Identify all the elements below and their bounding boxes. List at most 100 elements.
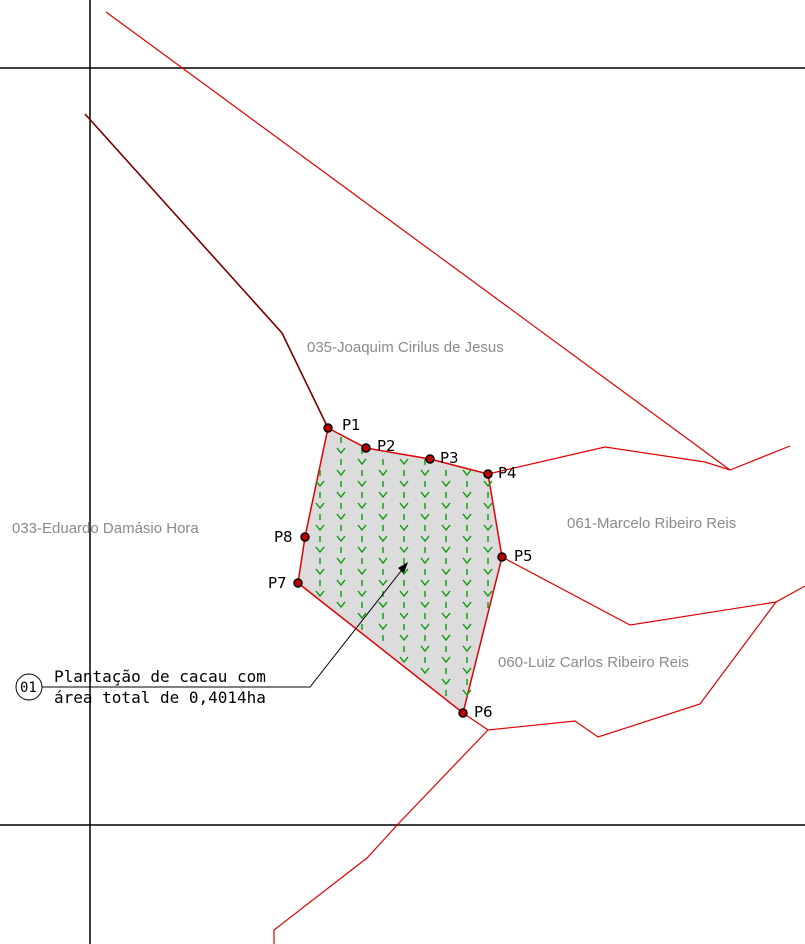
crop-symbol-v <box>336 601 346 609</box>
crop-symbol-v <box>420 491 430 499</box>
crop-symbol-v <box>378 557 388 565</box>
crop-symbol-v <box>420 469 430 477</box>
crop-symbol-v <box>462 645 472 653</box>
crop-symbol-v <box>441 634 451 642</box>
vertex-p8[interactable] <box>300 532 310 542</box>
crop-symbol-v <box>336 579 346 587</box>
owner-label-marcelo: 061-Marcelo Ribeiro Reis <box>567 515 736 532</box>
vertex-label-p1: P1 <box>342 416 361 434</box>
crop-symbol-v <box>336 447 346 455</box>
crop-symbol-v <box>441 656 451 664</box>
crop-symbol-v <box>483 568 493 576</box>
crop-symbol-v <box>336 535 346 543</box>
crop-symbol-v <box>399 480 409 488</box>
crop-symbol-v <box>441 502 451 510</box>
callout-arrowhead <box>398 562 408 573</box>
crop-symbol-v <box>357 480 367 488</box>
crop-symbol-v <box>399 612 409 620</box>
crop-symbol-v <box>483 546 493 554</box>
crop-symbol-v <box>483 524 493 532</box>
crop-symbol-v <box>357 458 367 466</box>
owner-label-joaquim: 035-Joaquim Cirilus de Jesus <box>307 339 504 356</box>
crop-symbol-v <box>441 678 451 686</box>
cacao-crop-symbols <box>315 437 493 697</box>
boundary-line-south <box>273 729 489 944</box>
crop-symbol-v <box>462 601 472 609</box>
vertex-p4[interactable] <box>483 469 493 479</box>
crop-symbol-v <box>399 502 409 510</box>
crop-symbol-v <box>483 502 493 510</box>
callout: 01 Plantação de cacau com área total de … <box>15 562 408 707</box>
vertex-p1[interactable] <box>323 423 333 433</box>
callout-leader-line <box>42 565 406 688</box>
crop-symbol-v <box>462 579 472 587</box>
crop-symbol-v <box>462 689 472 697</box>
crop-symbol-v <box>462 535 472 543</box>
crop-symbol-v <box>420 513 430 521</box>
crop-symbol-v <box>357 546 367 554</box>
vertex-p7[interactable] <box>293 578 303 588</box>
crop-symbol-v <box>315 590 325 598</box>
vertex-p6[interactable] <box>458 708 468 718</box>
crop-symbol-v <box>315 480 325 488</box>
crop-symbol-v <box>357 524 367 532</box>
crop-symbol-v <box>336 469 346 477</box>
crop-symbol-v <box>357 502 367 510</box>
crop-symbol-v <box>420 557 430 565</box>
crop-symbol-v <box>336 513 346 521</box>
crop-symbol-v <box>357 612 367 620</box>
callout-text-line1: Plantação de cacau com <box>54 667 266 686</box>
vertex-label-p4: P4 <box>498 464 517 482</box>
plantation-plot[interactable] <box>297 426 503 715</box>
crop-symbol-v <box>420 601 430 609</box>
vertex-label-p6: P6 <box>474 703 493 721</box>
crop-symbol-v <box>378 623 388 631</box>
crop-symbol-v <box>357 568 367 576</box>
crop-symbol-v <box>441 480 451 488</box>
crop-symbol-v <box>441 612 451 620</box>
crop-symbol-v <box>462 667 472 675</box>
crop-symbol-v <box>399 590 409 598</box>
vertex-p5[interactable] <box>497 552 507 562</box>
crop-symbol-v <box>378 601 388 609</box>
crop-symbol-v <box>315 568 325 576</box>
crop-symbol-v <box>420 645 430 653</box>
crop-symbol-v <box>378 513 388 521</box>
boundary-line-east-upper <box>487 445 791 475</box>
vertex-label-p3: P3 <box>440 449 459 467</box>
crop-symbol-v <box>378 491 388 499</box>
callout-number: 01 <box>20 680 37 696</box>
boundary-line-east-middle <box>501 556 805 626</box>
crop-symbol-v <box>399 524 409 532</box>
boundary-line-south-east <box>462 601 777 738</box>
crop-symbol-v <box>378 469 388 477</box>
vertex-markers <box>293 423 507 718</box>
owner-label-luiz: 060-Luiz Carlos Ribeiro Reis <box>498 654 689 671</box>
crop-symbol-v <box>399 546 409 554</box>
crop-symbol-v <box>441 524 451 532</box>
crop-symbol-v <box>462 557 472 565</box>
crop-symbol-v <box>315 524 325 532</box>
crop-symbol-v <box>357 590 367 598</box>
vertex-label-p7: P7 <box>268 574 287 592</box>
crop-symbol-v <box>483 590 493 598</box>
crop-symbol-v <box>378 535 388 543</box>
crop-symbol-v <box>420 535 430 543</box>
crop-symbol-v <box>441 568 451 576</box>
crop-symbol-v <box>315 502 325 510</box>
vertex-p2[interactable] <box>361 443 371 453</box>
boundary-line-north <box>105 11 731 471</box>
vertex-p3[interactable] <box>425 454 435 464</box>
crop-symbol-v <box>441 546 451 554</box>
crop-symbol-v <box>462 469 472 477</box>
vertex-label-p8: P8 <box>274 528 293 546</box>
crop-symbol-v <box>462 513 472 521</box>
boundary-line-northwest <box>84 113 329 429</box>
property-boundaries <box>105 11 805 944</box>
owner-label-eduardo: 033-Eduardo Damásio Hora <box>12 520 199 537</box>
vertex-label-p2: P2 <box>377 437 396 455</box>
crop-symbol-v <box>483 480 493 488</box>
crop-symbol-v <box>420 667 430 675</box>
